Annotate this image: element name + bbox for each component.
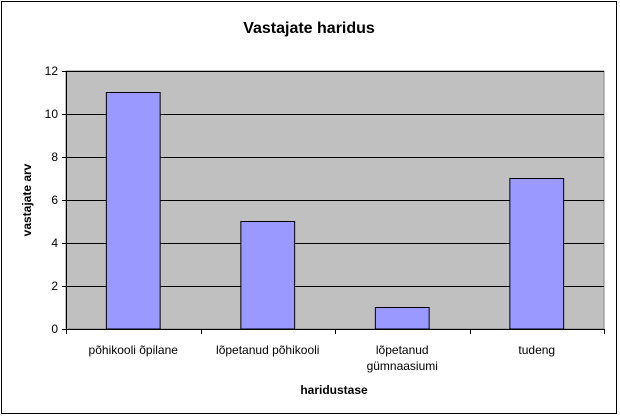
x-category-label: lõpetanud põhikooli bbox=[216, 343, 319, 357]
x-category-label: põhikooli õpilane bbox=[89, 343, 179, 357]
x-category-label: gümnaasiumi bbox=[367, 359, 438, 373]
y-axis-title: vastajate arv bbox=[20, 163, 34, 236]
bar bbox=[509, 178, 565, 330]
y-tick-label: 0 bbox=[51, 322, 58, 336]
y-tick-label: 12 bbox=[45, 64, 59, 78]
y-tick-label: 10 bbox=[45, 107, 59, 121]
bar bbox=[105, 92, 161, 330]
x-category-label: tudeng bbox=[518, 343, 555, 357]
y-tick-label: 6 bbox=[51, 193, 58, 207]
plot-area: 0 2 4 6 8 10 12 põhikooli õpilane lõpetanud põhi… bbox=[45, 64, 605, 373]
y-tick-label: 2 bbox=[51, 279, 58, 293]
x-category-label: lõpetanud bbox=[376, 343, 429, 357]
y-tick-label: 8 bbox=[51, 150, 58, 164]
bar bbox=[374, 307, 430, 330]
bar bbox=[240, 221, 296, 330]
chart-title: Vastajate haridus bbox=[243, 20, 375, 37]
x-axis-title: haridustase bbox=[300, 383, 368, 397]
y-tick-label: 4 bbox=[51, 236, 58, 250]
